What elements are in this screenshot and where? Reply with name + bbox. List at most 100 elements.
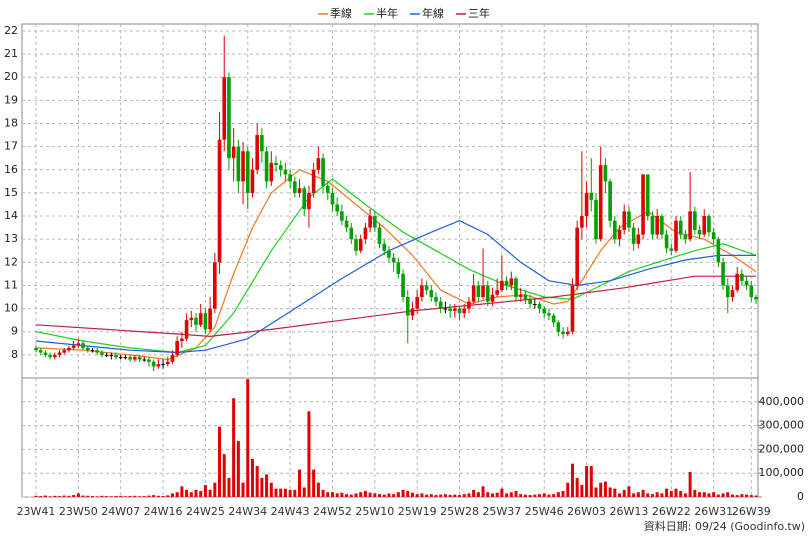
volume-bar bbox=[509, 492, 513, 497]
volume-bar bbox=[359, 492, 363, 497]
candle-body bbox=[231, 146, 236, 159]
candle-body bbox=[434, 297, 438, 302]
candle-body bbox=[688, 211, 692, 240]
volume-bar bbox=[434, 495, 438, 497]
volume-bar bbox=[340, 492, 344, 497]
volume-bar bbox=[185, 489, 189, 497]
volume-bar bbox=[646, 493, 650, 497]
candle-body bbox=[603, 165, 608, 182]
candle-body bbox=[293, 181, 297, 193]
volume-bar bbox=[641, 489, 645, 497]
candle-body bbox=[613, 220, 617, 240]
volume-bar bbox=[307, 411, 311, 497]
volume-bar bbox=[335, 493, 339, 497]
volume-tick-label: 100,000 bbox=[759, 466, 805, 479]
volume-bar bbox=[269, 482, 273, 497]
candle-body bbox=[387, 250, 391, 258]
candle-body bbox=[278, 165, 283, 170]
candle-body bbox=[142, 359, 147, 361]
volume-bar bbox=[81, 495, 85, 497]
candle-body bbox=[514, 278, 518, 298]
legend-label: 三年 bbox=[468, 6, 490, 20]
candle-body bbox=[43, 352, 48, 355]
candle-body bbox=[354, 239, 358, 251]
candle-body bbox=[627, 211, 631, 228]
volume-bar bbox=[698, 492, 702, 497]
candle-body bbox=[288, 174, 292, 182]
candle-body bbox=[175, 340, 179, 355]
candle-body bbox=[674, 220, 678, 251]
volume-bar bbox=[401, 489, 405, 497]
candle-body bbox=[114, 354, 118, 358]
candle-body bbox=[241, 151, 245, 182]
volume-bar bbox=[683, 493, 687, 497]
volume-bar bbox=[542, 493, 546, 497]
volume-bar bbox=[232, 398, 236, 497]
volume-bar bbox=[175, 492, 179, 497]
x-tick-label: 24W16 bbox=[144, 505, 183, 518]
candle-body bbox=[617, 229, 622, 240]
legend-label: 季線 bbox=[330, 6, 352, 20]
candle-body bbox=[377, 227, 382, 244]
volume-bar bbox=[368, 492, 372, 497]
candle-body bbox=[669, 248, 674, 251]
volume-bar bbox=[721, 493, 725, 497]
candle-body bbox=[622, 211, 627, 230]
volume-bar bbox=[246, 379, 250, 497]
candle-body bbox=[349, 227, 354, 240]
candle-body bbox=[631, 227, 636, 244]
volume-bar bbox=[420, 493, 424, 497]
volume-bar bbox=[326, 492, 330, 497]
volume-bar bbox=[716, 494, 720, 497]
x-tick-label: 24W43 bbox=[271, 505, 310, 518]
candle-body bbox=[170, 354, 175, 362]
candle-body bbox=[57, 352, 62, 355]
candle-body bbox=[730, 290, 735, 298]
volume-bar bbox=[114, 496, 118, 497]
volume-bar bbox=[316, 482, 320, 497]
candle-body bbox=[217, 139, 222, 263]
candle-body bbox=[208, 308, 212, 330]
candle-body bbox=[203, 313, 208, 330]
candle-body bbox=[462, 308, 467, 314]
volume-bar bbox=[486, 492, 490, 497]
volume-bar bbox=[203, 485, 207, 497]
candle-body bbox=[53, 354, 57, 358]
candle-body bbox=[650, 216, 655, 235]
x-tick-label: 23W41 bbox=[17, 505, 56, 518]
y-tick-label: 10 bbox=[4, 302, 18, 315]
volume-bar bbox=[570, 463, 574, 497]
volume-bar bbox=[199, 491, 203, 497]
volume-bar bbox=[76, 493, 80, 497]
candle-body bbox=[194, 317, 198, 325]
volume-tick-label: 200,000 bbox=[759, 442, 805, 455]
volume-bar bbox=[312, 469, 316, 497]
volume-bar bbox=[293, 489, 297, 497]
volume-bar bbox=[589, 466, 593, 497]
legend: 季線 半年 年線 三年 bbox=[318, 6, 490, 20]
candle-body bbox=[260, 135, 264, 152]
y-tick-label: 15 bbox=[4, 186, 18, 199]
y-tick-label: 16 bbox=[4, 163, 18, 176]
x-tick-label: 24W52 bbox=[313, 505, 352, 518]
volume-bar bbox=[156, 495, 160, 497]
candle-body bbox=[76, 343, 81, 346]
volume-bar bbox=[236, 441, 240, 497]
candle-body bbox=[533, 303, 537, 305]
volume-bar bbox=[194, 489, 198, 497]
volume-bar bbox=[95, 496, 99, 497]
candle-body bbox=[594, 199, 598, 240]
volume-bar bbox=[707, 493, 711, 497]
y-tick-label: 14 bbox=[4, 209, 18, 222]
volume-bar bbox=[48, 496, 52, 497]
volume-bar bbox=[274, 488, 278, 497]
candle-body bbox=[236, 146, 241, 182]
candle-body bbox=[264, 151, 269, 182]
volume-bar bbox=[119, 495, 123, 497]
volume-bar bbox=[387, 493, 391, 497]
legend-label: 半年 bbox=[376, 6, 398, 20]
candle-body bbox=[283, 169, 288, 175]
volume-bar bbox=[354, 493, 358, 497]
volume-bar bbox=[467, 493, 471, 497]
candle-body bbox=[85, 347, 90, 351]
